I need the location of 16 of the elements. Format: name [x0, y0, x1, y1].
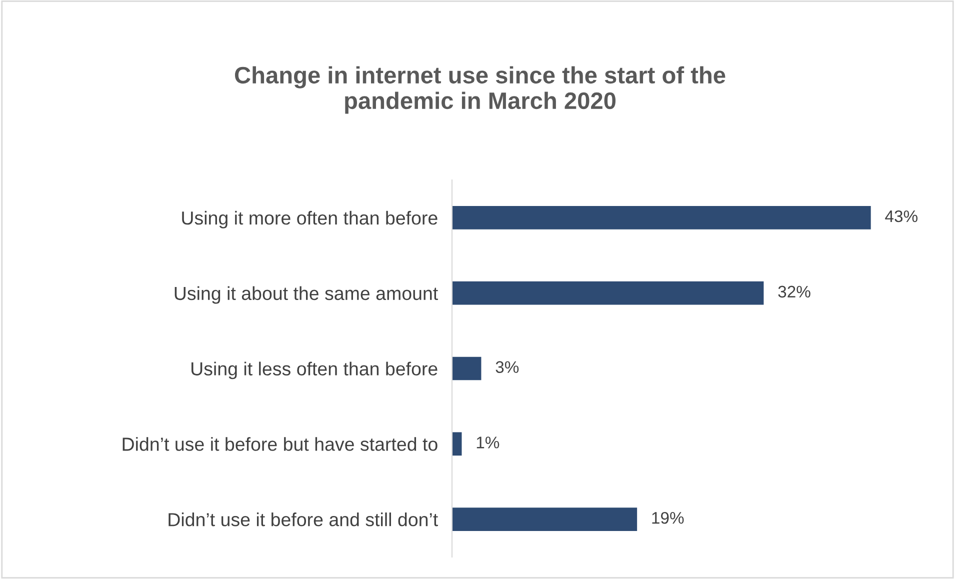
y-tick-label: Didn’t use it before but have started to: [122, 437, 438, 451]
y-tick-label: Using it about the same amount: [174, 286, 438, 304]
y-tick-label: Using it more often than before: [182, 210, 438, 228]
data-label: 32%: [778, 286, 810, 298]
bar: [452, 356, 482, 380]
bar: [452, 432, 462, 456]
bar: [452, 508, 638, 531]
data-label: 19%: [652, 512, 684, 524]
data-label: 43%: [885, 210, 918, 222]
y-tick-label: Didn’t use it before and still don’t: [168, 512, 438, 526]
chart-title: Change in internet use since the start of the pandemic in March 2020: [235, 66, 726, 114]
data-label: 1%: [476, 436, 500, 448]
bar: [452, 281, 764, 305]
bar: [452, 206, 871, 230]
y-tick-label: Using it less often than before: [192, 362, 438, 380]
data-label: 3%: [496, 361, 519, 373]
